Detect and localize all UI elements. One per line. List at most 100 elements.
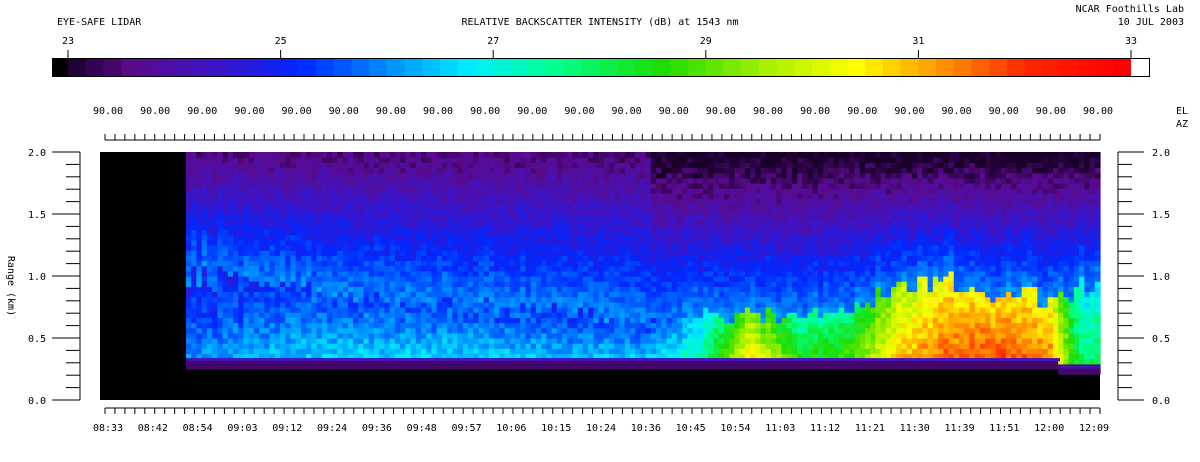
heatmap-cell [593,224,600,231]
heatmap-cell [311,291,318,298]
heatmap-cell [770,348,777,355]
heatmap-cell [212,338,218,344]
heatmap-cell [582,234,589,241]
heatmap-cell [556,224,563,231]
heatmap-cell [410,183,417,189]
heatmap-cell [650,260,657,267]
heatmap-cell [447,188,453,194]
heatmap-cell [358,157,365,163]
heatmap-cell [280,281,286,287]
heatmap-cell [415,348,422,355]
heatmap-cell [567,327,574,334]
heatmap-cell [483,265,490,272]
heatmap-cell [755,157,762,163]
heatmap-cell [541,193,547,200]
colorbar-swatch [1060,59,1079,76]
heatmap-cell [462,193,469,200]
heatmap-cell [342,353,349,360]
heatmap-cell [306,183,312,189]
heatmap-cell [750,172,756,179]
heatmap-cell [676,193,683,200]
heatmap-cell [755,208,762,215]
heatmap-cell [614,260,621,267]
heatmap-cell [436,270,443,277]
heatmap-cell [713,219,720,225]
heatmap-cell [567,183,574,189]
heatmap-cell [739,312,746,318]
heatmap-cell [462,312,469,318]
heatmap-cell [582,203,589,210]
heatmap-cell [374,291,380,298]
heatmap-cell [546,193,553,200]
heatmap-cell [551,286,558,293]
heatmap-cell [692,353,699,360]
heatmap-cell [400,255,406,262]
heatmap-cell [368,177,375,184]
heatmap-cell [410,343,417,349]
heatmap-cell [750,162,756,169]
heatmap-cell [222,224,229,231]
heatmap-cell [661,353,668,360]
heatmap-cell [415,239,422,246]
heatmap-cell [535,358,542,365]
heatmap-cell [389,332,396,339]
heatmap-cell [316,152,323,158]
heatmap-cell [274,363,281,370]
heatmap-cell [259,193,265,200]
heatmap-cell [703,193,709,200]
heatmap-cell [750,167,756,174]
heatmap-cell [327,343,333,349]
heatmap-cell [551,255,558,262]
heatmap-cell [206,245,213,251]
heatmap-cell [452,198,459,205]
heatmap-cell [765,296,772,303]
heatmap-cell [661,291,668,298]
heatmap-cell [379,162,386,169]
heatmap-cell [666,229,673,236]
heatmap-cell [499,157,506,163]
heatmap-cell [629,255,636,262]
heatmap-cell [342,322,349,329]
heatmap-cell [577,312,584,318]
heatmap-cell [306,208,312,215]
heatmap-cell [191,255,198,262]
heatmap-cell [468,332,474,339]
heatmap-cell [609,265,615,272]
heatmap-cell [311,198,318,205]
heatmap-cell [384,172,391,179]
heatmap-cell [713,348,720,355]
heatmap-cell [212,183,218,189]
heatmap-cell [483,260,490,267]
heatmap-cell [238,245,245,251]
heatmap-cell [410,281,417,287]
heatmap-cell [379,152,386,158]
heatmap-cell [212,317,218,324]
heatmap-cell [353,152,359,158]
heatmap-cell [389,234,396,241]
heatmap-cell [316,183,323,189]
heatmap-cell [280,214,286,220]
heatmap-cell [609,281,615,287]
heatmap-cell [332,162,339,169]
elevation-value: 90.00 [989,106,1019,117]
heatmap-cell [347,338,354,344]
heatmap-cell [656,276,662,282]
heatmap-cell [394,317,401,324]
heatmap-cell [723,363,730,370]
heatmap-cell [687,245,694,251]
heatmap-cell [342,224,349,231]
heatmap-cell [750,229,756,236]
heatmap-cell [744,276,751,282]
heatmap-cell [368,327,375,334]
heatmap-cell [739,208,746,215]
heatmap-cell [274,260,281,267]
heatmap-cell [217,208,224,215]
heatmap-cell [619,157,626,163]
heatmap-cell [332,214,339,220]
heatmap-cell [515,193,521,200]
heatmap-cell [389,353,396,360]
heatmap-cell [530,188,537,194]
heatmap-cell [233,193,239,200]
heatmap-cell [269,338,276,344]
heatmap-cell [499,358,506,365]
